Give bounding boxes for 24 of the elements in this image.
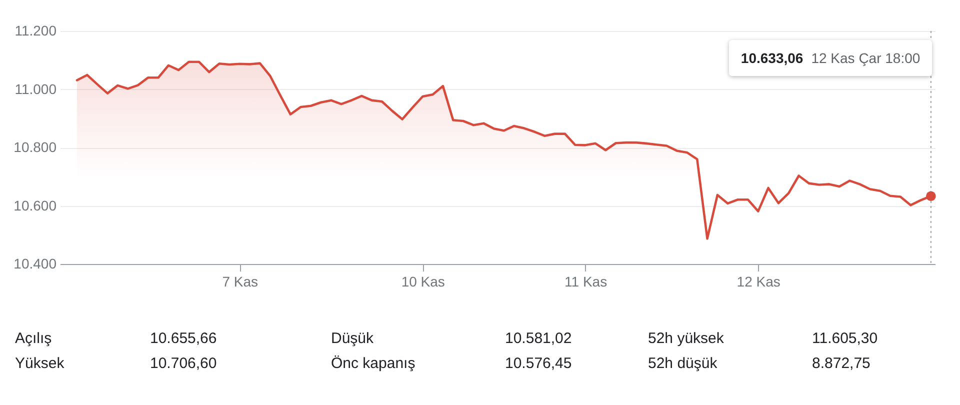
text: 52h yüksek <box>648 329 724 349</box>
text: Düşük <box>331 329 374 349</box>
text: Önc kapanış <box>331 354 416 374</box>
text: 10.655,66 <box>150 329 217 349</box>
x-tick-label: 11 Kas <box>564 274 608 290</box>
x-tick-label: 12 Kas <box>736 274 780 290</box>
annotation: 10.633,06 <box>740 50 804 66</box>
y-tick-label: 11.200 <box>14 22 57 38</box>
text: 10.581,02 <box>505 329 572 349</box>
x-tick-label: 10 Kas <box>401 274 445 290</box>
tooltip-box: 10.633,06 12 Kas Çar 18:00 <box>728 40 932 76</box>
text: 52h düşük <box>648 354 718 374</box>
text: Açılış <box>15 329 52 349</box>
text: 10.576,45 <box>505 354 572 374</box>
text: 8.872,75 <box>812 354 870 374</box>
text: 11.605,30 <box>812 329 878 349</box>
text: Yüksek <box>15 354 64 374</box>
annotation: 12 Kas Çar 18:00 <box>811 50 920 66</box>
y-tick-label: 10.600 <box>14 197 57 214</box>
x-tick-label: 7 Kas <box>222 274 258 290</box>
y-tick-label: 10.400 <box>14 256 57 272</box>
y-tick-label: 11.000 <box>14 80 57 97</box>
text: 10.706,60 <box>150 354 217 374</box>
y-tick-label: 10.800 <box>14 139 57 155</box>
